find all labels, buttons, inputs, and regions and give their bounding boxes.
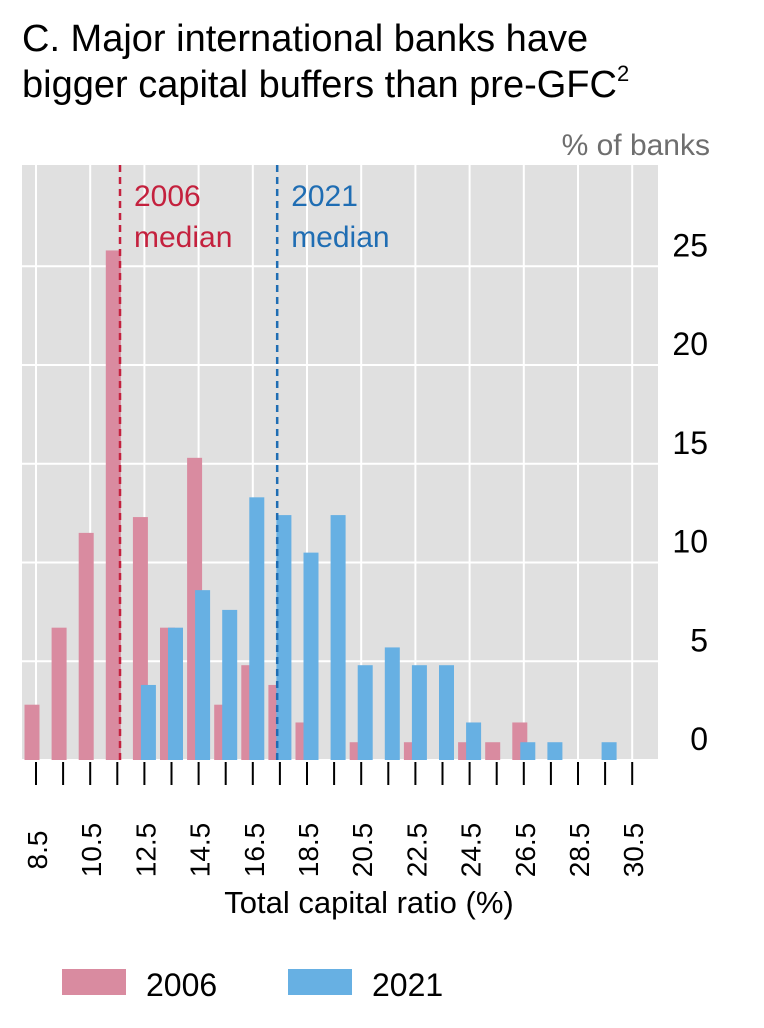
chart-title-line1: C. Major international banks have (22, 18, 589, 60)
x-tick-label: 22.5 (401, 823, 432, 878)
x-tick-label: 26.5 (510, 823, 541, 878)
bar-2006 (485, 742, 501, 760)
chart-title: C. Major international banks have bigger… (22, 16, 752, 108)
x-tick-label: 8.5 (22, 831, 53, 870)
bar-2021 (303, 552, 319, 760)
bar-2021 (520, 742, 536, 760)
legend-label-2006: 2006 (146, 967, 217, 1003)
y-tick-label: 5 (690, 622, 708, 658)
bar-2021 (384, 647, 400, 760)
bar-2021 (601, 742, 617, 760)
bar-2021 (357, 665, 373, 760)
x-tick-label: 28.5 (564, 823, 595, 878)
bar-2006 (51, 627, 67, 760)
bar-2021 (439, 665, 454, 760)
bar-2021 (547, 742, 563, 760)
x-axis-label: Total capital ratio (%) (224, 885, 513, 920)
bar-2021 (466, 722, 482, 760)
bar-2006 (78, 532, 94, 760)
bar-2021 (276, 515, 292, 760)
x-tick-label: 24.5 (456, 823, 487, 878)
y-tick-label: 0 (690, 721, 708, 757)
x-tick-label: 30.5 (618, 823, 649, 878)
bar-2006 (24, 704, 40, 760)
legend: 2006 2021 (62, 967, 443, 1003)
x-tick-label: 16.5 (239, 823, 270, 878)
bar-2021 (222, 609, 238, 760)
axes: 0 5 10 15 20 25 8.5 10.5 12.5 14.5 16.5 18.5 20.5 22.… (22, 227, 708, 877)
bar-2021 (168, 627, 183, 760)
x-tick-label: 14.5 (185, 823, 216, 878)
median-label-word-2006: median (134, 221, 232, 254)
median-label-word-2021: median (291, 221, 389, 254)
legend-swatch-2021 (288, 969, 352, 995)
bar-2021 (330, 515, 346, 760)
legend-swatch-2006 (62, 969, 126, 995)
y-tick-label: 10 (672, 524, 708, 560)
x-tick-label: 20.5 (347, 823, 378, 878)
y-tick-label: 20 (672, 326, 708, 362)
bar-2021 (140, 684, 156, 760)
bar-2021 (411, 665, 427, 760)
x-tick-label: 10.5 (76, 823, 107, 878)
title-footnote-marker: 2 (616, 61, 630, 86)
median-lines: 2006 median 2021 median (118, 165, 390, 760)
median-label-year-2006: 2006 (134, 180, 201, 213)
x-tick-label: 18.5 (293, 823, 324, 878)
median-label-year-2021: 2021 (291, 180, 358, 213)
y-tick-label: 15 (672, 425, 708, 461)
bar-2006 (105, 250, 121, 760)
bar-2021 (195, 590, 211, 760)
x-tick-label: 12.5 (130, 823, 161, 878)
y-axis-label: % of banks (562, 129, 710, 162)
chart-title-line2: bigger capital buffers than pre-GFC (22, 64, 617, 106)
bars (24, 250, 617, 760)
bar-2021 (249, 497, 265, 760)
legend-label-2021: 2021 (372, 967, 443, 1003)
y-tick-label: 25 (672, 227, 708, 263)
